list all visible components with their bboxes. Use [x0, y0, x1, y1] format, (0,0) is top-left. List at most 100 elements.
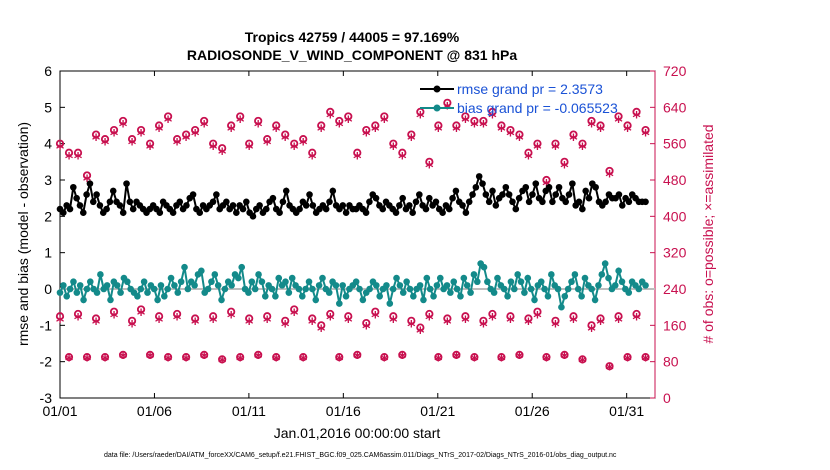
rmse-point: [213, 191, 220, 198]
rmse-point: [445, 205, 453, 213]
bias-point: [433, 282, 441, 289]
bias-point: [97, 271, 104, 278]
rmse-point: [302, 202, 310, 209]
obs-assimilated-marker: *: [209, 312, 218, 331]
bias-point: [470, 271, 478, 278]
obs-assimilated-marker: *: [641, 126, 650, 145]
rmse-point: [306, 191, 313, 198]
obs-assimilated-marker: *: [218, 144, 227, 163]
obs-possible-marker: [344, 312, 353, 321]
obs-possible-marker: [317, 321, 326, 330]
rmse-point: [615, 191, 623, 198]
obs-assimilated-marker: *: [236, 350, 245, 369]
obs-assimilated-marker: *: [56, 139, 65, 158]
bias-point: [359, 296, 367, 304]
obs-assimilated-marker: *: [209, 139, 218, 158]
obs-assimilated-marker: *: [479, 117, 488, 136]
obs-possible-marker: [173, 309, 182, 319]
bias-point: [312, 296, 320, 304]
bias-point: [356, 285, 363, 293]
rmse-point: [339, 202, 347, 209]
bias-point: [420, 296, 427, 304]
obs-possible-marker: [82, 171, 92, 180]
bias-point: [60, 282, 67, 289]
rmse-point: [269, 194, 277, 202]
bias-point: [336, 300, 343, 307]
rmse-point: [103, 205, 110, 213]
y-tick-label-right: 320: [663, 245, 687, 261]
obs-assimilated-marker: *: [65, 350, 74, 369]
obs-possible-marker: [614, 112, 623, 121]
bias-point: [154, 296, 161, 304]
obs-possible-marker: [443, 314, 452, 323]
obs-assimilated-marker: *: [317, 321, 326, 340]
obs-assimilated-marker: *: [281, 316, 290, 335]
bias-point: [211, 271, 219, 278]
obs-possible-marker: [254, 350, 263, 359]
rmse-point: [329, 187, 337, 195]
obs-assimilated-marker: *: [200, 348, 209, 367]
obs-assimilated-marker: *: [56, 312, 65, 331]
obs-possible-marker: [308, 314, 317, 323]
obs-possible-marker: [560, 350, 569, 359]
bias-point: [595, 282, 602, 289]
obs-possible-marker: [434, 353, 443, 362]
bias-point: [403, 278, 410, 286]
obs-assimilated-marker: *: [299, 135, 308, 154]
rmse-point: [462, 209, 470, 216]
obs-possible-marker: [55, 312, 65, 321]
obs-possible-marker: [109, 307, 119, 316]
bias-point: [325, 289, 333, 296]
obs-assimilated-marker: *: [92, 130, 101, 149]
obs-possible-marker: [272, 353, 281, 362]
obs-assimilated-marker: *: [74, 310, 83, 329]
obs-assimilated-marker: *: [155, 312, 164, 331]
obs-possible-marker: [164, 112, 173, 121]
bias-point: [625, 289, 633, 296]
obs-possible-marker: [281, 316, 290, 325]
bias-point: [73, 289, 81, 296]
bias-point: [571, 271, 579, 278]
rmse-point: [96, 202, 104, 209]
obs-assimilated-marker: *: [497, 350, 506, 369]
rmse-point: [276, 209, 283, 216]
rmse-point: [579, 205, 586, 213]
obs-assimilated-marker: *: [380, 350, 389, 369]
obs-assimilated-marker: *: [398, 348, 407, 367]
obs-assimilated-marker: *: [614, 312, 623, 331]
obs-possible-marker: [596, 121, 605, 130]
rmse-point: [625, 198, 633, 206]
obs-assimilated-marker: *: [371, 307, 380, 326]
bias-point: [561, 292, 569, 300]
rmse-point: [189, 191, 197, 198]
bias-point: [191, 282, 198, 289]
bias-point: [76, 282, 84, 289]
rmse-point: [76, 202, 84, 209]
obs-possible-marker: [100, 135, 110, 144]
obs-possible-marker: [154, 121, 164, 130]
obs-possible-marker: [380, 353, 389, 362]
obs-possible-marker: [632, 309, 641, 319]
bias-point: [302, 285, 309, 293]
bias-point: [117, 289, 124, 296]
obs-possible-marker: [461, 312, 470, 321]
obs-possible-marker: [605, 362, 614, 371]
rmse-point: [499, 191, 506, 198]
obs-possible-marker: [560, 157, 569, 166]
obs-possible-marker: [281, 130, 290, 139]
bias-point: [615, 267, 622, 275]
obs-assimilated-marker: *: [128, 135, 137, 154]
obs-possible-marker: [515, 130, 524, 139]
rmse-point: [482, 191, 490, 198]
rmse-point: [262, 205, 270, 213]
obs-assimilated-marker: *: [506, 312, 515, 331]
bias-point: [366, 285, 373, 293]
rmse-point: [326, 198, 333, 206]
bias-point: [467, 289, 474, 296]
axis-ticks: 01/01 01/06 01/11 01/16 01/21 01/26 01/31 -3 -2 -…: [40, 63, 687, 419]
rmse-point: [93, 191, 100, 198]
bias-point: [298, 292, 306, 300]
obs-possible-marker: [452, 350, 461, 359]
rmse-point: [123, 180, 130, 187]
bias-point: [426, 285, 434, 293]
